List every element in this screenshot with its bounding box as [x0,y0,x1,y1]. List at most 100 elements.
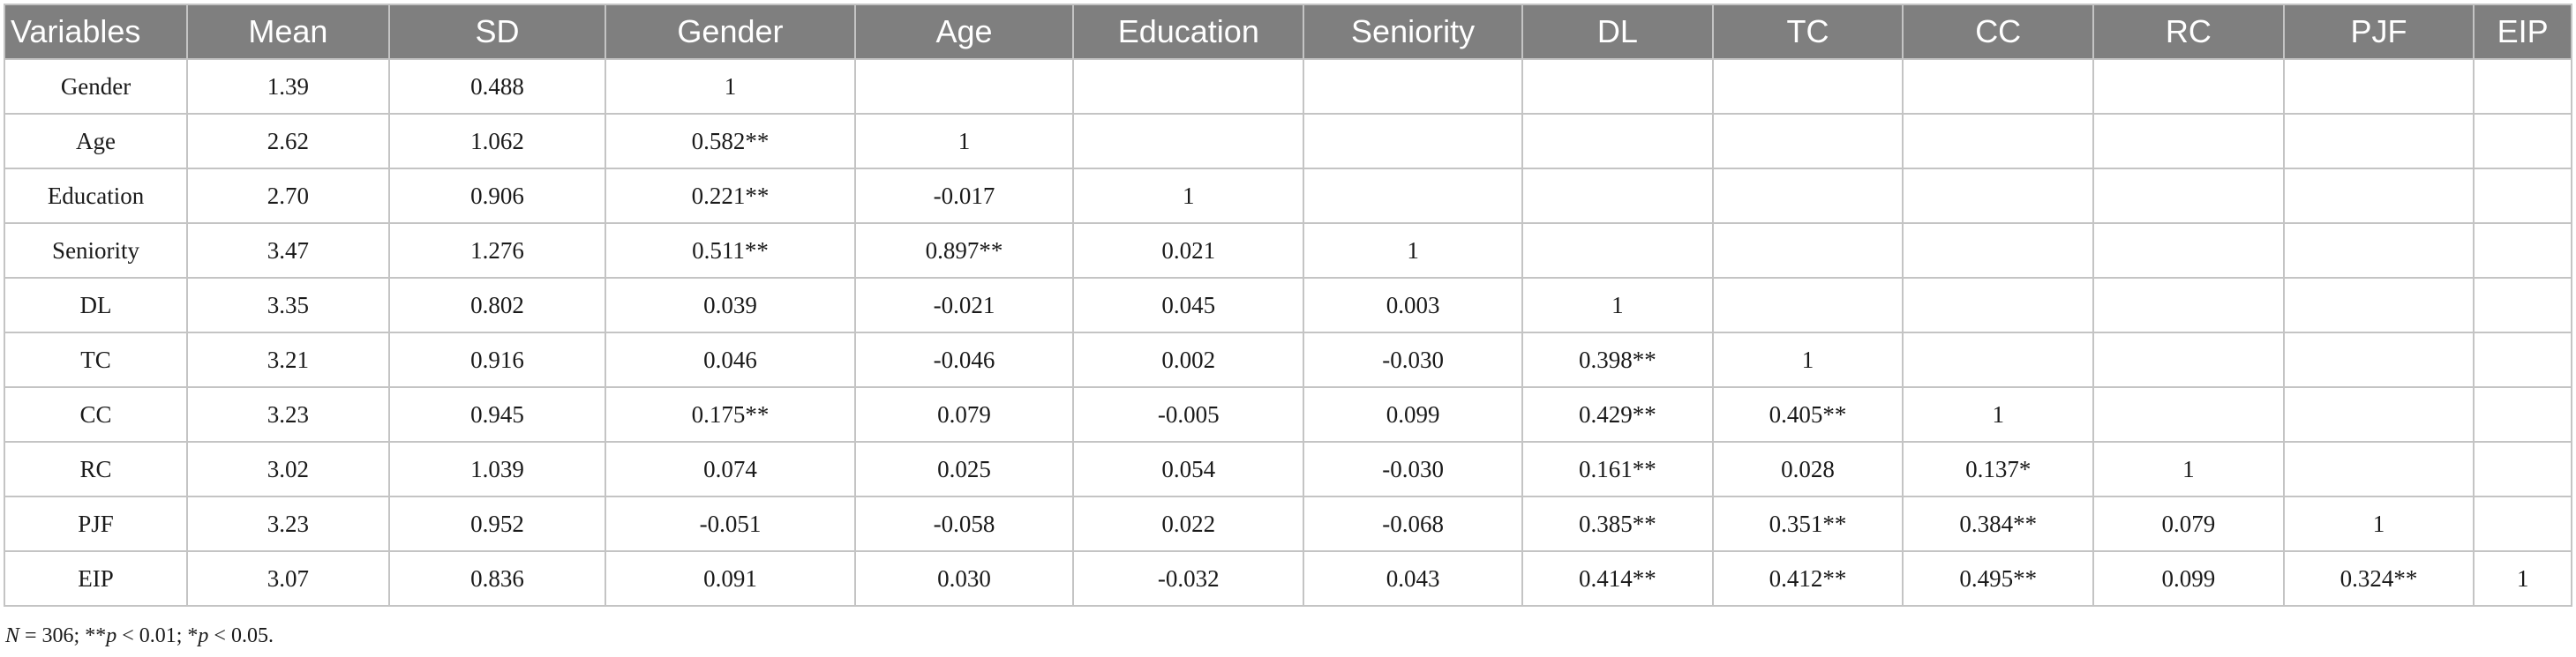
table-cell: -0.058 [853,496,1075,552]
table-cell: 0.351** [1711,496,1904,552]
table-cell: 1.276 [387,222,607,279]
table-cell: -0.046 [853,332,1075,388]
table-cell: 3.07 [186,550,390,607]
table-row: Gender 1.39 0.488 1 [3,58,2572,115]
table-cell [2282,441,2475,497]
table-row: TC 3.21 0.916 0.046 -0.046 0.002 -0.030 0.398**… [3,332,2572,388]
table-cell [1521,168,1714,224]
table-cell: 0.022 [1072,496,1305,552]
table-row: Seniority 3.47 1.276 0.511** 0.897** 0.021 1 [3,222,2572,279]
footnote-p1-value: < 0.01; * [116,624,199,647]
row-label-cell: DL [3,277,189,333]
table-cell: 0.002 [1072,332,1305,388]
table-cell: -0.030 [1303,332,1524,388]
column-header: Seniority [1303,4,1524,60]
column-header: SD [387,4,607,60]
table-footnote: N = 306; **p < 0.01; *p < 0.05. [5,624,274,648]
table-cell: 0.414** [1521,550,1714,607]
table-cell: 0.074 [605,441,856,497]
table-cell [2473,386,2572,443]
table-cell [1902,222,2095,279]
table-cell: 0.161** [1521,441,1714,497]
footnote-n-label: N [5,624,20,647]
table-cell [2473,58,2572,115]
table-cell [2282,113,2475,169]
table-cell: -0.068 [1303,496,1524,552]
row-label-cell: Education [3,168,189,224]
table-row: Education 2.70 0.906 0.221** -0.017 1 [3,168,2572,224]
row-label-cell: Age [3,113,189,169]
table-cell [1711,277,1904,333]
table-cell: 1.39 [186,58,390,115]
table-cell: 0.897** [853,222,1075,279]
table-cell [1521,222,1714,279]
table-cell: 3.21 [186,332,390,388]
footnote-n-value: = 306; ** [19,624,107,647]
table-cell: -0.017 [853,168,1075,224]
row-label-cell: CC [3,386,189,443]
table-cell: 1 [1711,332,1904,388]
table-cell: 0.175** [605,386,856,443]
table-cell: 0.079 [2092,496,2285,552]
table-cell [2473,113,2572,169]
table-cell: 0.429** [1521,386,1714,443]
table-cell: 3.23 [186,496,390,552]
column-header: PJF [2282,4,2475,60]
row-label-cell: Gender [3,58,189,115]
table-cell: 1 [605,58,856,115]
table-cell: -0.032 [1072,550,1305,607]
table-row: Age 2.62 1.062 0.582** 1 [3,113,2572,169]
table-cell [1711,168,1904,224]
column-header: EIP [2473,4,2572,60]
table-cell [1902,277,2095,333]
table-cell [2282,332,2475,388]
table-cell: 0.405** [1711,386,1904,443]
table-cell [1072,58,1305,115]
footnote-p1-label: p [106,624,117,647]
table-row: RC 3.02 1.039 0.074 0.025 0.054 -0.030 0.161** 0… [3,441,2572,497]
table-cell: 1 [1303,222,1524,279]
table-cell: 0.906 [387,168,607,224]
column-header: CC [1902,4,2095,60]
table-cell: 1 [2092,441,2285,497]
table-cell: 0.137* [1902,441,2095,497]
table-cell [2282,277,2475,333]
row-label-cell: RC [3,441,189,497]
table-cell: 0.025 [853,441,1075,497]
table-cell: 0.385** [1521,496,1714,552]
table-cell: 0.046 [605,332,856,388]
table-cell: 0.412** [1711,550,1904,607]
table-body: Gender 1.39 0.488 1 Age 2.62 1.062 0.582** 1 Educ… [3,58,2572,607]
table-cell [1902,113,2095,169]
table-cell [1303,58,1524,115]
table-cell [2473,496,2572,552]
table-cell: 0.079 [853,386,1075,443]
table-cell: 3.02 [186,441,390,497]
table-cell [853,58,1075,115]
table-cell: 0.324** [2282,550,2475,607]
table-cell [2473,332,2572,388]
table-cell: 0.043 [1303,550,1524,607]
table-cell [2473,277,2572,333]
table-cell [2473,168,2572,224]
table-cell: -0.005 [1072,386,1305,443]
column-header: Education [1072,4,1305,60]
correlation-table: Variables Mean SD Gender Age Education Seniori… [3,4,2572,607]
table-cell: 3.47 [186,222,390,279]
table-cell: 3.35 [186,277,390,333]
table-cell [2473,222,2572,279]
footnote-p2-value: < 0.05. [208,624,274,647]
row-label-cell: EIP [3,550,189,607]
column-header: Age [853,4,1075,60]
table-cell: 0.039 [605,277,856,333]
table-cell [1072,113,1305,169]
table-cell [2282,168,2475,224]
table-cell [2282,222,2475,279]
table-cell [2092,113,2285,169]
table-cell: 0.221** [605,168,856,224]
column-header: TC [1711,4,1904,60]
table-cell: 0.021 [1072,222,1305,279]
table-cell [2282,386,2475,443]
column-header: RC [2092,4,2285,60]
table-cell: 0.003 [1303,277,1524,333]
